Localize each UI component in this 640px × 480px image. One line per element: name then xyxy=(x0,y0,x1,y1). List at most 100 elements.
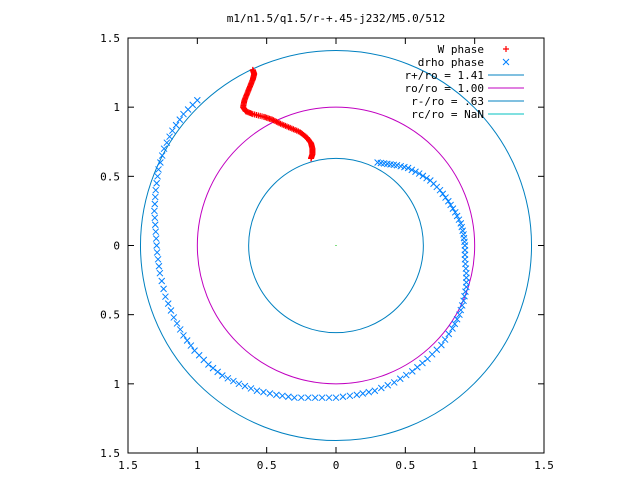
drho-phase-point xyxy=(374,159,381,166)
drho-phase-point xyxy=(172,121,180,129)
phase-points xyxy=(150,66,470,402)
drho-phase-point xyxy=(158,152,166,159)
w-phase-point xyxy=(271,118,278,124)
y-tick-label: 1 xyxy=(113,101,120,114)
drho-phase-point xyxy=(160,285,167,293)
drho-phase-point xyxy=(151,221,159,229)
w-phase-point xyxy=(276,120,283,127)
drho-phase-point xyxy=(371,387,379,395)
circle-roro xyxy=(196,106,476,385)
w-phase-point xyxy=(273,118,280,125)
drho-phase-point xyxy=(390,379,398,386)
drho-phase-point xyxy=(297,394,305,402)
y-tick-label: 1.5 xyxy=(100,447,120,460)
drho-phase-point xyxy=(183,337,191,344)
drho-phase-point xyxy=(151,200,159,208)
drho-phase-point xyxy=(453,315,461,323)
drho-phase-point xyxy=(304,394,312,402)
drho-phase-point xyxy=(451,208,459,216)
drho-phase-point xyxy=(150,207,158,215)
drho-phase-point xyxy=(457,306,465,314)
drho-phase-point xyxy=(154,172,161,180)
reference-circles xyxy=(139,49,533,442)
drho-phase-point xyxy=(458,302,466,309)
drho-phase-point xyxy=(273,391,280,399)
drho-phase-point xyxy=(445,330,453,338)
drho-phase-point xyxy=(339,393,347,401)
drho-phase-point xyxy=(415,170,423,177)
drho-phase-point xyxy=(152,228,160,236)
drho-phase-point xyxy=(318,394,326,402)
legend-label: W phase xyxy=(438,43,484,56)
y-tick-label: 1.5 xyxy=(100,32,120,45)
drho-phase-point xyxy=(176,116,184,123)
circle-r+ro xyxy=(139,49,533,442)
drho-phase-point xyxy=(311,394,319,402)
drho-phase-point xyxy=(235,380,243,388)
drho-phase-point xyxy=(176,326,184,333)
drho-phase-point xyxy=(359,390,367,397)
w-phase-point xyxy=(269,116,276,123)
drho-phase-point xyxy=(241,382,249,390)
drho-phase-point xyxy=(156,269,164,277)
legend-label: r-/ro = .63 xyxy=(411,95,484,108)
drho-phase-point xyxy=(408,166,416,174)
drho-phase-point xyxy=(442,194,449,201)
drho-phase-point xyxy=(247,385,255,392)
legend-label: r+/ro = 1.41 xyxy=(405,69,484,82)
drho-phase-point xyxy=(160,145,168,153)
drho-phase-point xyxy=(166,133,173,141)
drho-phase-point xyxy=(291,394,298,402)
drho-phase-point xyxy=(218,372,226,379)
drho-phase-point xyxy=(180,110,187,118)
drho-phase-point xyxy=(285,393,292,401)
drho-phase-point xyxy=(230,377,237,385)
drho-phase-point xyxy=(412,168,419,176)
x-tick-label: 1 xyxy=(194,459,201,472)
drho-phase-point xyxy=(439,190,447,198)
drho-phase-point xyxy=(170,314,178,321)
x-tick-label: 0.5 xyxy=(257,459,277,472)
drho-phase-point xyxy=(162,293,169,301)
drho-phase-point xyxy=(457,220,465,227)
drho-phase-point xyxy=(173,320,181,327)
drho-phase-point xyxy=(365,388,373,396)
y-tick-label: 0.5 xyxy=(100,170,120,183)
drho-phase-point xyxy=(153,179,161,187)
w-phase-point xyxy=(274,119,281,126)
drho-phase-point xyxy=(154,255,162,263)
drho-phase-point xyxy=(209,364,217,372)
drho-phase-point xyxy=(447,201,454,209)
drho-phase-point xyxy=(449,205,457,212)
drho-phase-point xyxy=(419,172,427,180)
drho-phase-point xyxy=(253,387,261,395)
drho-phase-point xyxy=(157,159,164,166)
drho-phase-point xyxy=(155,262,163,270)
drho-phase-point xyxy=(151,214,159,222)
w-phase-point xyxy=(270,117,277,124)
drho-phase-point xyxy=(444,197,452,205)
drho-phase-point xyxy=(438,341,445,349)
drho-phase-point xyxy=(426,177,434,184)
drho-phase-point xyxy=(152,235,160,242)
legend-label: drho phase xyxy=(418,56,484,69)
drho-phase-point xyxy=(325,394,333,402)
drho-phase-point xyxy=(449,325,456,332)
drho-phase-point xyxy=(153,242,161,249)
drho-phase-point xyxy=(502,58,510,66)
drho-phase-point xyxy=(224,374,232,382)
drho-phase-point xyxy=(279,392,286,400)
drho-phase-point xyxy=(451,320,459,328)
y-tick-label: 1 xyxy=(113,378,120,391)
drho-phase-point xyxy=(408,368,416,375)
drho-phase-point xyxy=(266,390,274,397)
legend-label: ro/ro = 1.00 xyxy=(405,82,484,95)
drho-phase-point xyxy=(456,311,463,319)
x-tick-label: 0.5 xyxy=(395,459,415,472)
drho-phase-point xyxy=(205,361,212,368)
drho-phase-point xyxy=(346,392,354,400)
y-tick-label: 0.5 xyxy=(100,309,120,322)
drho-phase-point xyxy=(377,384,385,392)
